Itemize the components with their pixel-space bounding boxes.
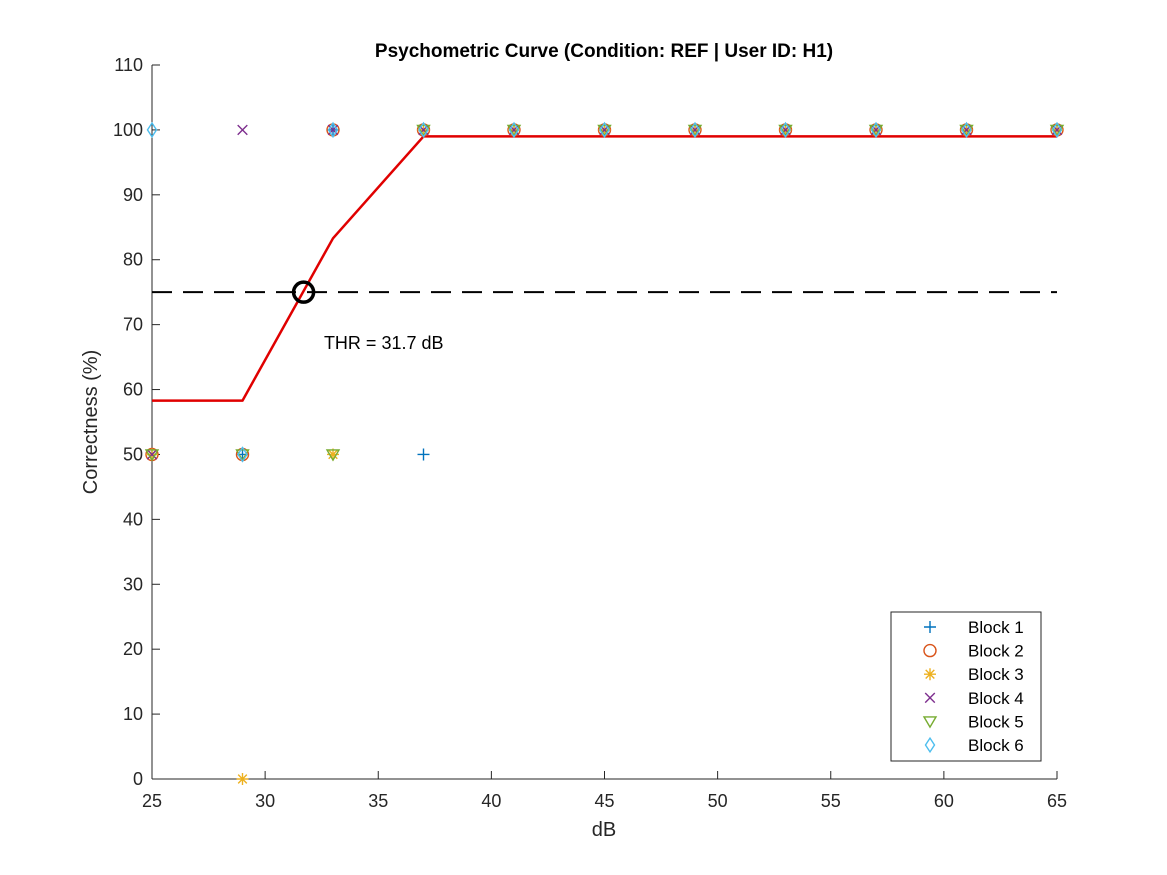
- x-tick-label: 30: [255, 791, 275, 811]
- data-point: [780, 121, 791, 139]
- data-point: [417, 448, 430, 461]
- data-point: [327, 121, 339, 139]
- data-point: [599, 121, 610, 139]
- legend-marker: [924, 621, 936, 633]
- legend: Block 1 Block 2 Block 3 Block 4 Block 5 Block…: [890, 611, 1042, 762]
- legend-item: Block 5: [922, 712, 1024, 731]
- data-point: [325, 449, 341, 462]
- data-point: [959, 124, 974, 137]
- x-tick-label: 45: [594, 791, 614, 811]
- legend-marker: [924, 692, 936, 704]
- y-tick-label: 10: [123, 704, 143, 724]
- legend-item: Block 6: [924, 736, 1024, 755]
- data-point: [146, 121, 158, 139]
- series-block-6: [146, 121, 1063, 463]
- y-axis-label: Correctness (%): [80, 350, 102, 494]
- data-point: [237, 124, 248, 136]
- data-point: [235, 449, 250, 462]
- legend-label: Block 3: [968, 665, 1024, 684]
- legend-label: Block 5: [968, 712, 1024, 731]
- data-point: [508, 121, 520, 139]
- legend-item: Block 2: [923, 642, 1024, 661]
- series-block-5: [144, 124, 1065, 462]
- x-tick-label: 65: [1047, 791, 1067, 811]
- legend-marker: [923, 643, 937, 658]
- data-point: [418, 121, 429, 139]
- x-tick-label: 50: [708, 791, 728, 811]
- x-tick-label: 60: [934, 791, 954, 811]
- legend-item: Block 3: [924, 665, 1024, 684]
- y-tick-label: 0: [133, 769, 143, 789]
- y-tick-label: 50: [123, 444, 143, 464]
- data-point: [506, 124, 522, 137]
- legend-marker: [922, 716, 938, 729]
- threshold-point: [291, 280, 316, 304]
- data-point: [961, 121, 972, 139]
- y-tick-label: 90: [123, 185, 143, 205]
- data-point: [597, 124, 612, 137]
- legend-marker: [924, 668, 936, 681]
- legend-item: Block 1: [924, 618, 1024, 637]
- data-point: [327, 448, 339, 461]
- data-point: [687, 124, 703, 137]
- y-tick-label: 40: [123, 509, 143, 529]
- y-tick-label: 20: [123, 639, 143, 659]
- y-tick-label: 80: [123, 250, 143, 270]
- legend-label: Block 4: [968, 689, 1024, 708]
- data-point: [144, 449, 160, 462]
- data-point: [146, 449, 158, 460]
- legend-label: Block 2: [968, 642, 1024, 661]
- chart-title: Psychometric Curve (Condition: REF | Use…: [375, 41, 833, 62]
- data-point: [689, 121, 701, 139]
- x-tick-label: 35: [368, 791, 388, 811]
- x-tick-label: 25: [142, 791, 162, 811]
- y-tick-label: 70: [123, 315, 143, 335]
- y-tick-label: 110: [114, 55, 143, 75]
- legend-box: [890, 611, 1042, 762]
- axes: 25 30 35 40 45 50 55 60 65 0 10 20 30 40 50 60 70 80 90 100…: [113, 55, 1067, 811]
- data-point: [868, 124, 884, 137]
- legend-label: Block 6: [968, 736, 1024, 755]
- data-point: [1051, 121, 1063, 139]
- data-point: [237, 446, 248, 463]
- x-axis-label: dB: [592, 819, 616, 841]
- legend-marker: [924, 736, 936, 754]
- threshold-annotation: THR = 31.7 dB: [324, 333, 444, 353]
- data-point: [416, 124, 431, 137]
- y-tick-label: 30: [123, 574, 143, 594]
- y-tick-label: 60: [123, 380, 143, 400]
- data-point: [778, 124, 793, 137]
- legend-label: Block 1: [968, 618, 1024, 637]
- y-tick-label: 100: [113, 120, 143, 140]
- data-point: [1049, 124, 1065, 137]
- x-tick-label: 40: [481, 791, 501, 811]
- legend-item: Block 4: [924, 689, 1024, 708]
- data-point: [236, 773, 249, 785]
- plot-area: [144, 121, 1065, 785]
- x-tick-label: 55: [821, 791, 841, 811]
- data-point: [870, 121, 882, 139]
